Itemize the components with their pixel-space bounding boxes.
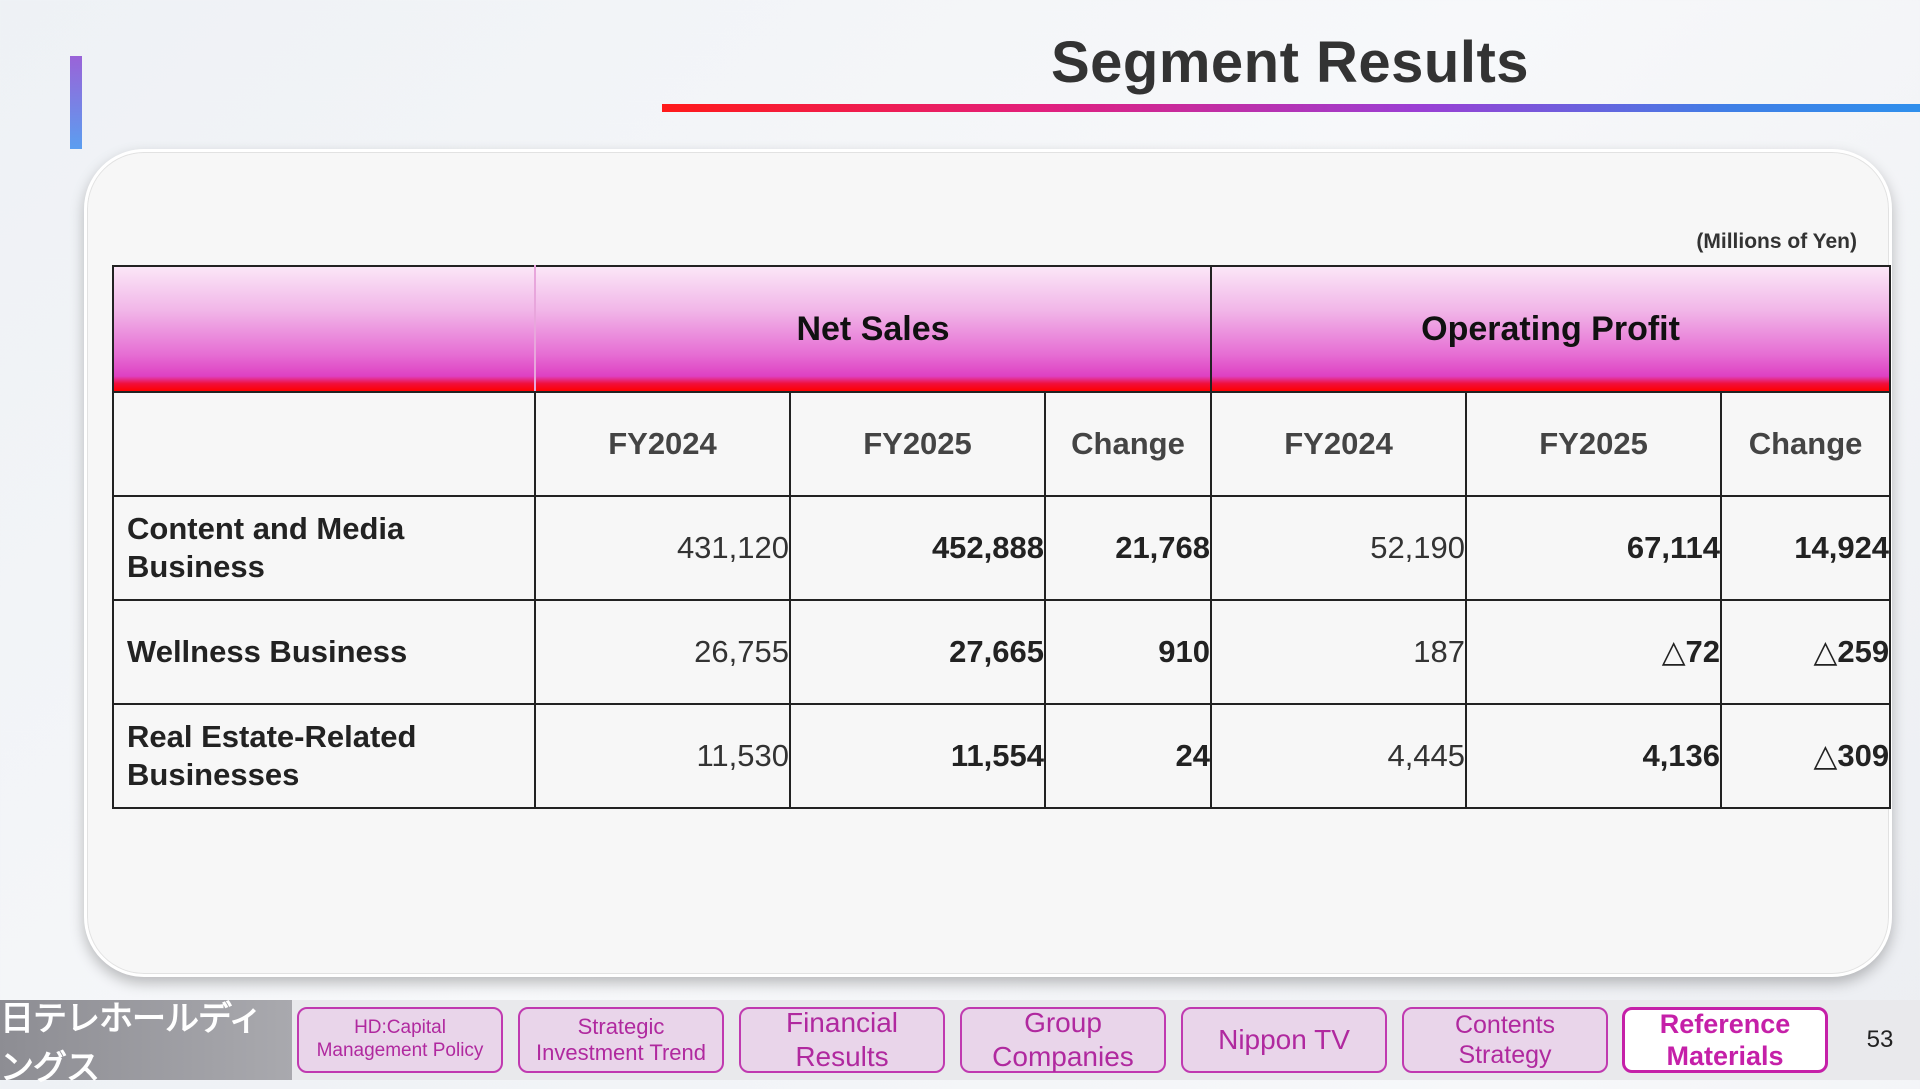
row-label-line2: Business <box>127 549 265 584</box>
nav-reference-materials[interactable]: Reference Materials <box>1622 1007 1828 1073</box>
cell-sales-change: 910 <box>1043 599 1213 705</box>
logo-text: 日テレホールディングス <box>0 999 263 1088</box>
segment-results-table: Net Sales Operating Profit FY2024 FY2025… <box>112 265 1892 809</box>
nav-group-companies[interactable]: Group Companies <box>960 1007 1166 1073</box>
cell-sales-fy2025: 452,888 <box>789 495 1046 601</box>
company-logo: 日テレホールディングス <box>0 999 292 1088</box>
title-underline <box>662 104 1920 112</box>
sub-header-change-profit: Change <box>1720 391 1892 497</box>
operating-profit-header: Operating Profit <box>1210 265 1892 393</box>
nav-label-line2: Strategy <box>1458 1041 1552 1069</box>
nav-hd-capital-management-policy[interactable]: HD:Capital Management Policy <box>297 1007 503 1073</box>
nav-label-line1: Reference <box>1659 1008 1791 1039</box>
cell-profit-fy2025: △72 <box>1465 599 1723 705</box>
cell-sales-change: 24 <box>1043 703 1213 809</box>
table-row: Wellness Business 26,755 27,665 910 187 … <box>112 599 1892 705</box>
nav-label-line1: Group <box>1024 1007 1102 1039</box>
table-row: Content and Media Business 431,120 452,88… <box>112 495 1892 601</box>
sub-header-row: FY2024 FY2025 Change FY2024 FY2025 Chang… <box>112 391 1892 497</box>
nav-contents-strategy[interactable]: Contents Strategy <box>1402 1007 1608 1073</box>
unit-note: (Millions of Yen) <box>1696 230 1857 253</box>
sub-header-blank <box>112 391 536 497</box>
nav-label-line1: Strategic <box>577 1013 665 1039</box>
nav-label-line1: Contents <box>1454 1011 1556 1039</box>
accent-bar <box>70 56 82 149</box>
row-label-line1: Wellness Business <box>127 634 408 669</box>
page-title: Segment Results <box>1050 29 1530 95</box>
page-number: 53 <box>1866 1026 1894 1053</box>
group-header-row: Net Sales Operating Profit <box>112 265 1892 393</box>
nav-label-line2: Management Policy <box>316 1040 484 1061</box>
cell-profit-fy2024: 187 <box>1210 599 1468 705</box>
cell-sales-fy2024: 11,530 <box>534 703 791 809</box>
row-label-line1: Content and Media <box>127 511 405 546</box>
cell-profit-change: △309 <box>1720 703 1892 809</box>
cell-sales-fy2024: 26,755 <box>534 599 791 705</box>
cell-profit-fy2025: 4,136 <box>1465 703 1723 809</box>
nav-label-line2: Materials <box>1666 1041 1784 1071</box>
net-sales-header: Net Sales <box>533 265 1213 393</box>
sub-header-fy2024-profit: FY2024 <box>1210 391 1468 497</box>
cell-sales-fy2025: 27,665 <box>789 599 1046 705</box>
row-label-line2: Businesses <box>127 757 300 792</box>
row-label: Wellness Business <box>112 599 536 705</box>
sub-header-change-sales: Change <box>1043 391 1213 497</box>
sub-header-fy2024-sales: FY2024 <box>534 391 791 497</box>
cell-profit-fy2025: 67,114 <box>1465 495 1723 601</box>
sub-header-fy2025-sales: FY2025 <box>789 391 1046 497</box>
row-label-line1: Real Estate-Related <box>127 719 417 754</box>
header-blank-cell <box>112 265 536 393</box>
nav-label-line2: Companies <box>992 1041 1134 1072</box>
cell-profit-fy2024: 4,445 <box>1210 703 1468 809</box>
row-label: Real Estate-Related Businesses <box>112 703 536 809</box>
sub-header-fy2025-profit: FY2025 <box>1465 391 1723 497</box>
cell-profit-fy2024: 52,190 <box>1210 495 1468 601</box>
nav-strategic-investment-trend[interactable]: Strategic Investment Trend <box>518 1007 724 1073</box>
nav-label-line2: Investment Trend <box>536 1040 706 1065</box>
cell-sales-fy2024: 431,120 <box>534 495 791 601</box>
content-panel: (Millions of Yen) Net Sales Operating Pr… <box>84 149 1892 977</box>
nav-financial-results[interactable]: Financial Results <box>739 1007 945 1073</box>
nav-label-line1: Financial <box>785 1007 899 1039</box>
cell-profit-change: 14,924 <box>1720 495 1892 601</box>
cell-sales-change: 21,768 <box>1043 495 1213 601</box>
table-row: Real Estate-Related Businesses 11,530 11,… <box>112 703 1892 809</box>
nav-label-line1: Nippon TV <box>1218 1024 1350 1056</box>
row-label: Content and Media Business <box>112 495 536 601</box>
nav-label-line2: Results <box>795 1041 889 1072</box>
nav-label-line1: HD:Capital <box>354 1017 446 1039</box>
cell-sales-fy2025: 11,554 <box>789 703 1046 809</box>
nav-nippon-tv[interactable]: Nippon TV <box>1181 1007 1387 1073</box>
footer-nav-bar: 日テレホールディングス HD:Capital Management Policy … <box>0 999 1920 1088</box>
cell-profit-change: △259 <box>1720 599 1892 705</box>
